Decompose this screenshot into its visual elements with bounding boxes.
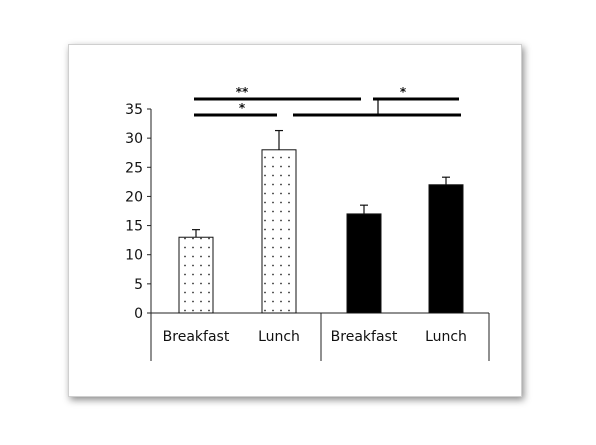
y-tick-label: 5 — [134, 277, 143, 293]
y-tick-label: 35 — [125, 102, 143, 118]
x-axis: Breakfast Lunch Breakfast Lunch — [163, 329, 467, 345]
bar — [178, 236, 214, 314]
significance-brackets: **** — [194, 85, 461, 117]
category-label: Breakfast — [163, 329, 230, 345]
bar — [261, 149, 297, 314]
bar — [346, 213, 382, 314]
y-tick-label: 10 — [125, 248, 143, 264]
y-tick-label: 15 — [125, 219, 143, 235]
category-label: Lunch — [425, 329, 467, 345]
significance-label: ** — [236, 85, 249, 99]
y-tick-label: 0 — [134, 306, 143, 322]
bar — [428, 184, 464, 314]
category-label: Breakfast — [331, 329, 398, 345]
y-tick-label: 20 — [125, 189, 143, 205]
y-axis: 0 5 10 15 20 25 30 35 — [125, 102, 151, 322]
category-label: Lunch — [258, 329, 300, 345]
figure-frame: 0 5 10 15 20 25 30 35 Breakfast Lunch Breakfast Lu… — [68, 44, 522, 397]
significance-label: * — [239, 101, 246, 115]
y-tick-label: 25 — [125, 160, 143, 176]
bar-chart: 0 5 10 15 20 25 30 35 Breakfast Lunch Breakfast Lu… — [125, 85, 490, 361]
bars — [178, 129, 464, 314]
y-tick-label: 30 — [125, 131, 143, 147]
significance-label: * — [400, 85, 407, 99]
